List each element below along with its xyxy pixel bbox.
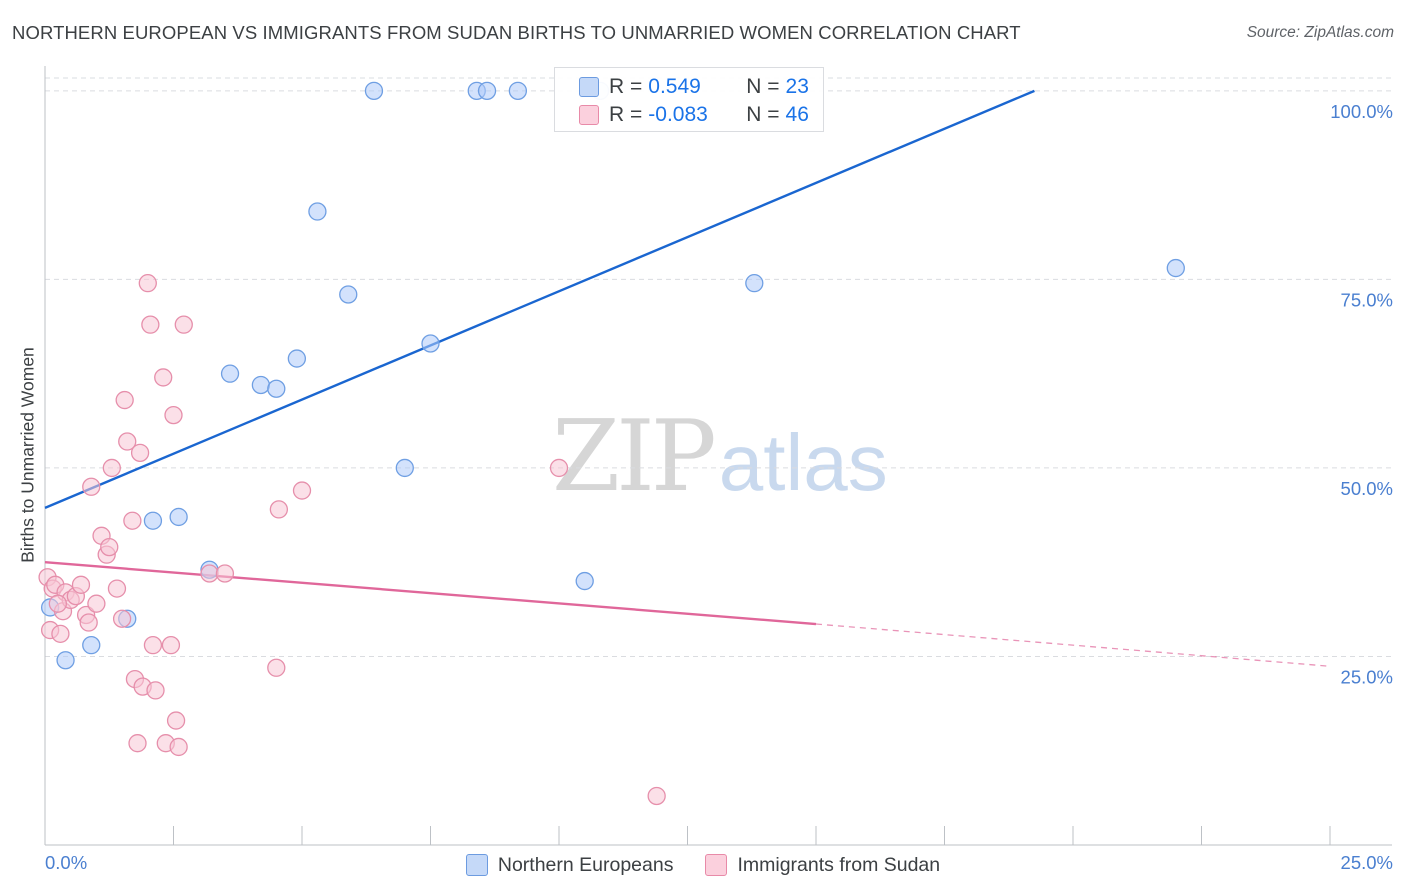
point-immigrants-from-sudan xyxy=(549,458,569,478)
y-tick-label: 75.0% xyxy=(1341,289,1393,310)
series-label-immigrants-from-sudan: Immigrants from Sudan xyxy=(737,853,941,876)
point-northern-europeans xyxy=(745,274,764,293)
point-immigrants-from-sudan xyxy=(102,458,121,478)
point-northern-europeans xyxy=(421,334,440,353)
chart-title: NORTHERN EUROPEAN VS IMMIGRANTS FROM SUD… xyxy=(12,22,1021,43)
point-immigrants-from-sudan xyxy=(141,315,160,334)
legend-r-label: R = xyxy=(609,75,643,98)
point-immigrants-from-sudan xyxy=(71,575,91,594)
point-immigrants-from-sudan xyxy=(169,737,188,757)
legend-n-value-pink: 46 xyxy=(785,103,809,126)
point-northern-europeans xyxy=(251,375,271,395)
trend-line-immigrants-from-sudan xyxy=(44,560,817,626)
axis-layer xyxy=(44,66,1392,846)
point-immigrants-from-sudan xyxy=(130,443,150,462)
point-immigrants-from-sudan xyxy=(118,432,137,451)
trend-line-northern-europeans xyxy=(44,89,1035,510)
point-northern-europeans xyxy=(395,458,414,478)
point-immigrants-from-sudan xyxy=(200,564,219,583)
point-northern-europeans xyxy=(508,81,528,101)
series-legend: Northern Europeans Immigrants from Sudan xyxy=(0,850,1406,880)
zipatlas-watermark: ZIPatlas xyxy=(552,400,888,514)
y-tick-label: 50.0% xyxy=(1341,478,1393,499)
legend-n-value-blue: 23 xyxy=(785,75,809,98)
point-immigrants-from-sudan xyxy=(138,274,157,293)
point-immigrants-from-sudan xyxy=(647,786,666,806)
legend-r-label: R = xyxy=(609,103,643,126)
point-immigrants-from-sudan xyxy=(79,613,98,632)
tick-label-layer: 25.0% 50.0% 75.0% 100.0% 0.0% 25.0% xyxy=(45,101,1393,873)
legend-row-northern-europeans: R = 0.549 N = 23 xyxy=(555,72,809,102)
legend-r-value-pink: -0.083 xyxy=(648,103,708,126)
legend-swatch-pink xyxy=(579,105,599,125)
point-immigrants-from-sudan xyxy=(123,511,142,530)
series-swatch-blue xyxy=(465,854,488,876)
point-immigrants-from-sudan xyxy=(143,636,163,655)
series-swatch-pink xyxy=(705,854,728,876)
point-immigrants-from-sudan xyxy=(174,315,193,334)
legend-n-label: N = xyxy=(746,75,780,98)
point-immigrants-from-sudan xyxy=(166,711,186,730)
x-tick-label: 25.0% xyxy=(1341,852,1393,873)
point-immigrants-from-sudan xyxy=(87,594,106,613)
point-immigrants-from-sudan xyxy=(215,564,235,583)
point-northern-europeans xyxy=(287,349,307,368)
point-immigrants-from-sudan xyxy=(146,681,165,700)
point-immigrants-from-sudan xyxy=(100,537,119,557)
point-immigrants-from-sudan xyxy=(51,624,70,643)
trend-line-immigrants-from-sudan-extrapolated xyxy=(815,623,1331,667)
point-immigrants-from-sudan xyxy=(48,594,67,613)
point-northern-europeans xyxy=(575,571,594,591)
point-northern-europeans xyxy=(308,202,327,221)
point-northern-europeans xyxy=(339,285,358,304)
y-axis-title: Births to Unmarried Women xyxy=(17,347,38,563)
point-immigrants-from-sudan xyxy=(82,477,101,496)
point-immigrants-from-sudan xyxy=(115,390,134,410)
point-immigrants-from-sudan xyxy=(112,609,132,628)
point-immigrants-from-sudan xyxy=(128,734,147,753)
point-northern-europeans xyxy=(56,651,75,670)
point-immigrants-from-sudan xyxy=(267,658,286,677)
point-northern-europeans xyxy=(169,507,188,527)
point-immigrants-from-sudan xyxy=(292,481,312,500)
trend-layer xyxy=(44,89,1331,667)
legend-n-label: N = xyxy=(746,103,780,126)
point-northern-europeans xyxy=(82,636,101,655)
point-northern-europeans xyxy=(220,364,240,383)
y-tick-label: 25.0% xyxy=(1341,666,1393,687)
watermark-atlas: atlas xyxy=(718,418,888,507)
correlation-legend: R = 0.549 N = 23 R = -0.083 N = 46 xyxy=(554,67,824,132)
grid-layer xyxy=(45,77,1392,657)
point-northern-europeans xyxy=(477,81,497,101)
series-legend-immigrants-from-sudan[interactable]: Immigrants from Sudan xyxy=(705,854,940,877)
point-immigrants-from-sudan xyxy=(161,636,181,655)
point-northern-europeans xyxy=(1166,258,1185,278)
point-immigrants-from-sudan xyxy=(107,579,127,598)
series-label-northern-europeans: Northern Europeans xyxy=(497,853,674,876)
y-tick-label: 100.0% xyxy=(1330,101,1393,122)
point-northern-europeans xyxy=(143,511,163,530)
point-immigrants-from-sudan xyxy=(164,405,183,425)
points-layer xyxy=(38,81,1185,806)
legend-r-value-blue: 0.549 xyxy=(648,75,701,98)
point-northern-europeans xyxy=(267,379,286,398)
source-label: Source: ZipAtlas.com xyxy=(1246,24,1394,41)
x-tick-label: 0.0% xyxy=(45,852,87,873)
series-legend-northern-europeans[interactable]: Northern Europeans xyxy=(465,853,674,877)
point-immigrants-from-sudan xyxy=(269,500,289,519)
point-immigrants-from-sudan xyxy=(154,368,173,387)
legend-swatch-blue xyxy=(579,77,599,97)
point-northern-europeans xyxy=(364,81,384,101)
watermark-zip: ZIP xyxy=(552,400,717,514)
legend-row-immigrants-from-sudan: R = -0.083 N = 46 xyxy=(555,100,809,130)
